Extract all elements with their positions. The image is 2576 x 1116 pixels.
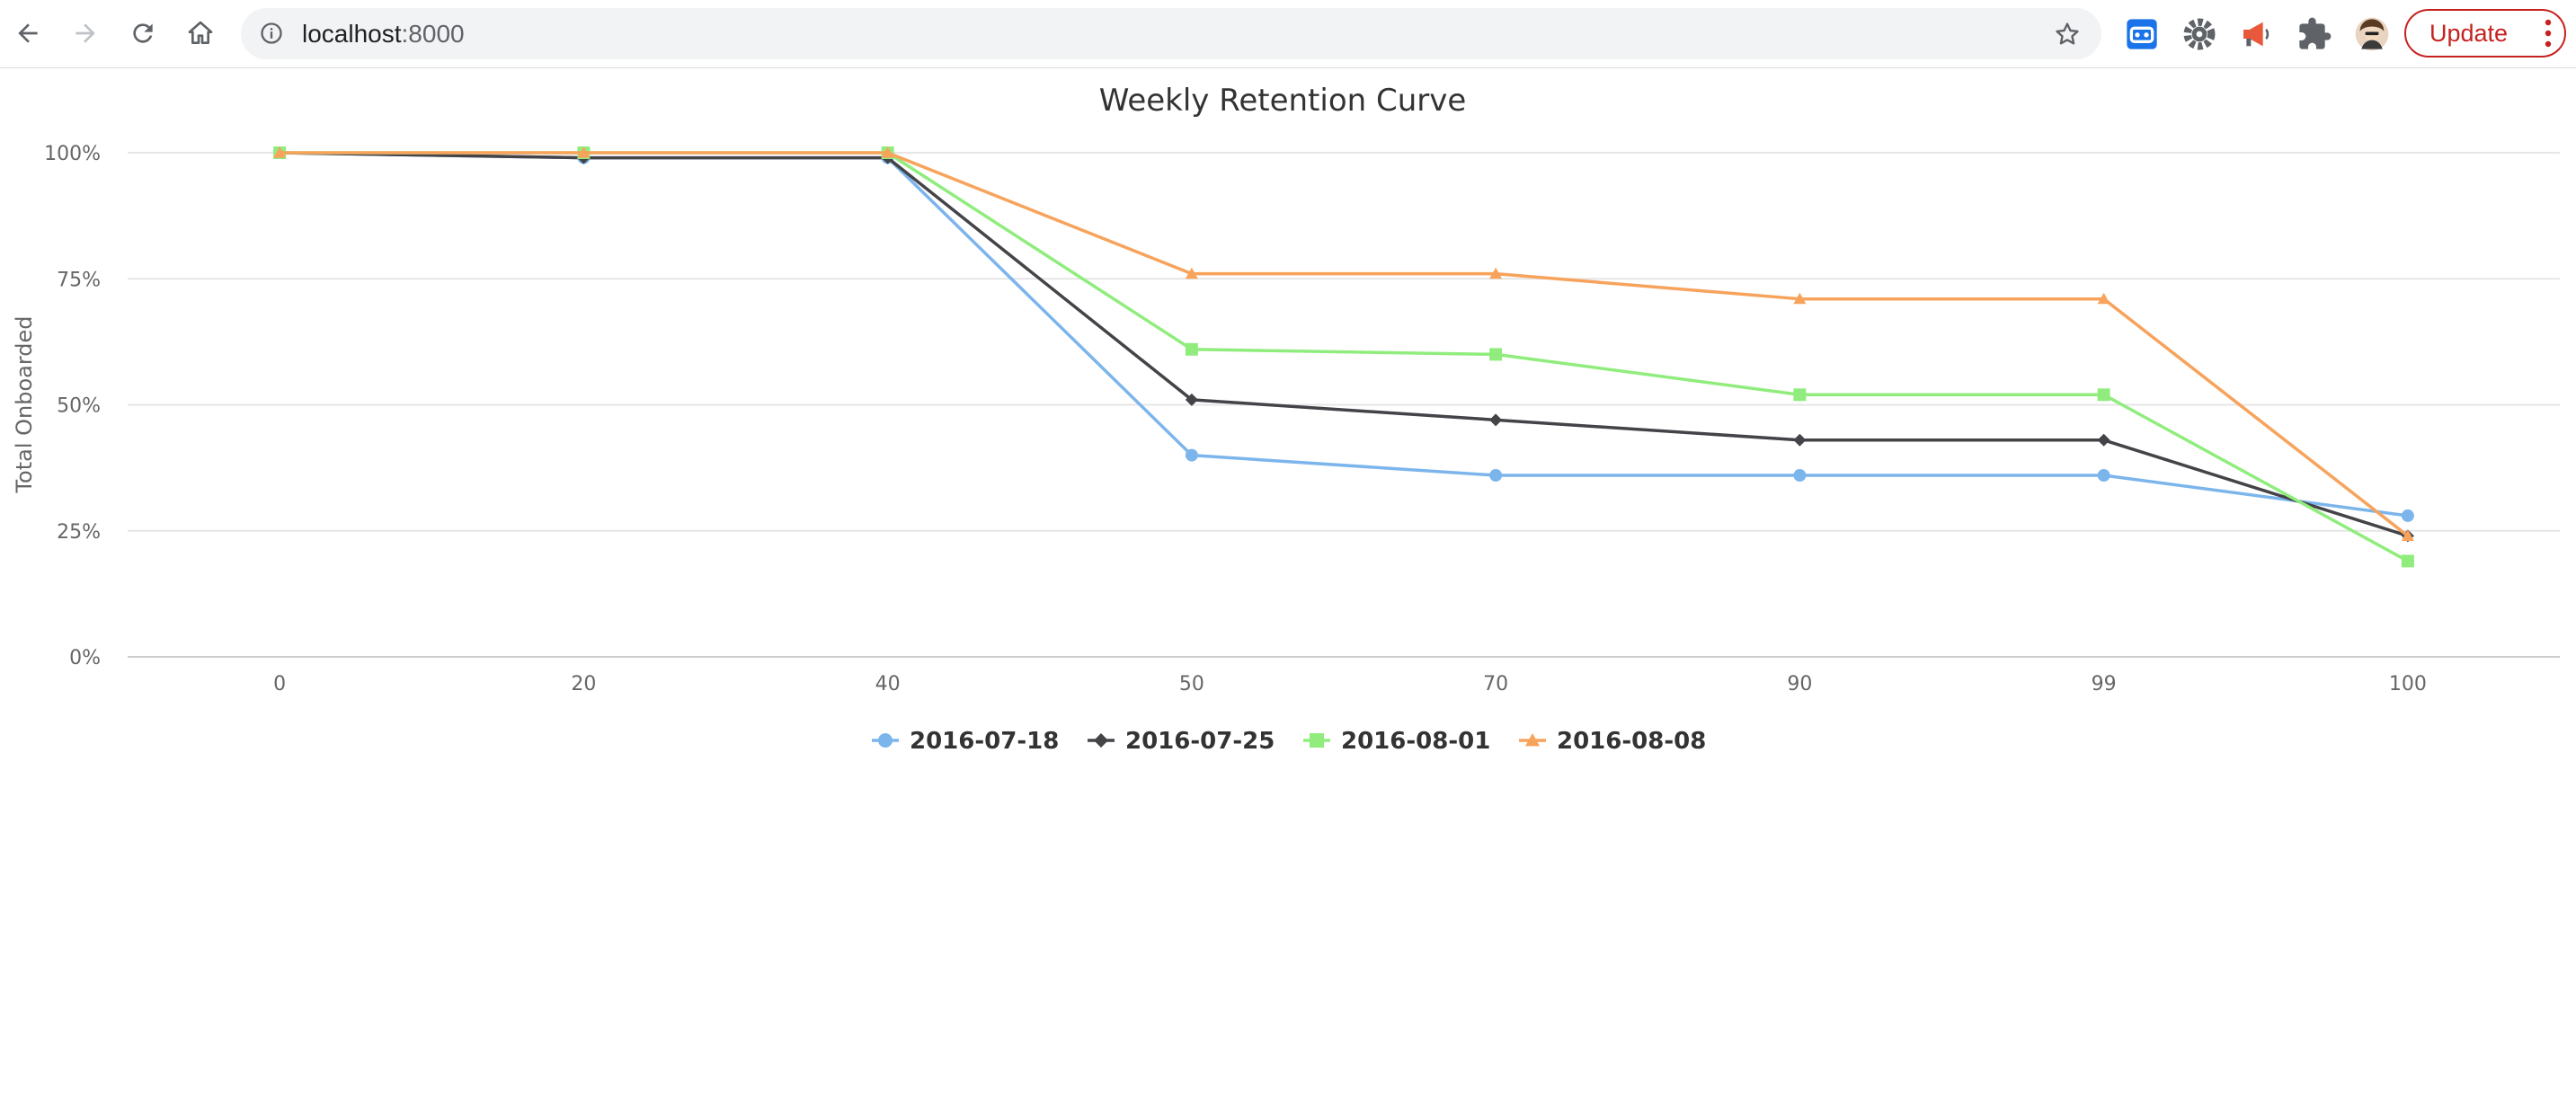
legend-item[interactable]: 2016-07-18 bbox=[872, 728, 1059, 755]
reload-button[interactable] bbox=[122, 13, 164, 54]
grid-lines bbox=[128, 152, 2560, 658]
legend-marker bbox=[878, 733, 893, 748]
series-2016-08-08 bbox=[273, 146, 2414, 541]
legend-marker bbox=[1310, 733, 1324, 748]
data-point[interactable] bbox=[2401, 509, 2414, 522]
home-button[interactable] bbox=[180, 13, 221, 54]
x-tick-label: 50 bbox=[1179, 673, 1204, 695]
series-2016-07-25 bbox=[273, 146, 2414, 543]
star-icon[interactable] bbox=[2053, 20, 2082, 49]
chart-title: Weekly Retention Curve bbox=[1099, 83, 1467, 119]
y-axis-ticks: 0% 25% 50% 75% 100% bbox=[44, 143, 101, 669]
forward-button[interactable] bbox=[65, 13, 106, 54]
data-point[interactable] bbox=[273, 146, 287, 158]
legend-label: 2016-08-08 bbox=[1557, 728, 1706, 755]
y-tick-label: 100% bbox=[44, 143, 101, 165]
legend-marker bbox=[1094, 733, 1108, 748]
x-tick-label: 0 bbox=[273, 673, 286, 695]
legend-label: 2016-07-18 bbox=[910, 728, 1059, 755]
x-tick-label: 20 bbox=[571, 673, 596, 695]
series-lines bbox=[273, 146, 2414, 568]
y-tick-label: 25% bbox=[57, 521, 101, 544]
data-point[interactable] bbox=[2401, 529, 2414, 541]
x-tick-label: 40 bbox=[875, 673, 901, 695]
legend-item[interactable]: 2016-07-25 bbox=[1088, 728, 1275, 755]
data-point[interactable] bbox=[1793, 433, 1807, 447]
data-point[interactable] bbox=[1185, 342, 1198, 356]
data-point[interactable] bbox=[881, 146, 894, 158]
legend-item[interactable]: 2016-08-08 bbox=[1519, 728, 1706, 755]
puzzle-icon[interactable] bbox=[2296, 16, 2332, 52]
series-line[interactable] bbox=[278, 151, 2410, 518]
data-point[interactable] bbox=[2097, 469, 2110, 483]
data-point[interactable] bbox=[1185, 267, 1198, 279]
series-line[interactable] bbox=[278, 151, 2410, 538]
info-icon[interactable] bbox=[259, 21, 284, 46]
series-2016-08-01 bbox=[273, 146, 2414, 568]
data-point[interactable] bbox=[1185, 448, 1198, 462]
more-menu-icon[interactable] bbox=[2545, 19, 2552, 48]
data-point[interactable] bbox=[2401, 554, 2414, 568]
legend-label: 2016-07-25 bbox=[1125, 728, 1275, 755]
data-point[interactable] bbox=[1793, 388, 1807, 402]
retention-chart: Weekly Retention Curve 0% 25% 50% 75% 100% 0… bbox=[12, 83, 2560, 755]
y-axis-label: Total Onboarded bbox=[12, 315, 37, 493]
x-tick-label: 99 bbox=[2092, 673, 2117, 695]
forward-icon bbox=[76, 23, 95, 43]
data-point[interactable] bbox=[1489, 413, 1503, 427]
data-point[interactable] bbox=[1793, 469, 1807, 483]
legend-marker bbox=[1525, 733, 1540, 747]
home-icon bbox=[188, 21, 213, 44]
data-point[interactable] bbox=[2097, 292, 2110, 305]
x-tick-label: 70 bbox=[1483, 673, 1508, 695]
data-point[interactable] bbox=[577, 146, 591, 158]
legend-item[interactable]: 2016-08-01 bbox=[1303, 728, 1490, 755]
x-tick-label: 100 bbox=[2389, 673, 2427, 695]
address-bar[interactable]: localhost:8000 bbox=[241, 8, 2101, 59]
browser-toolbar: localhost:8000 Update bbox=[0, 0, 2576, 68]
data-point[interactable] bbox=[2097, 388, 2110, 402]
y-tick-label: 75% bbox=[57, 269, 101, 291]
data-point[interactable] bbox=[1489, 469, 1503, 483]
megaphone-icon[interactable] bbox=[2239, 16, 2275, 52]
data-point[interactable] bbox=[1489, 267, 1503, 279]
url-text[interactable]: localhost:8000 bbox=[302, 8, 465, 59]
gear-extension-icon[interactable] bbox=[2181, 16, 2217, 52]
data-point[interactable] bbox=[1489, 348, 1503, 361]
data-point[interactable] bbox=[1793, 292, 1807, 305]
back-button[interactable] bbox=[7, 13, 49, 54]
x-axis-ticks: 0 20 40 50 70 90 99 100 bbox=[273, 673, 2427, 695]
legend: 2016-07-18 2016-07-25 2016-08-01 2016-08-08 bbox=[872, 728, 1706, 755]
url-port: :8000 bbox=[401, 20, 465, 48]
series-line[interactable] bbox=[278, 151, 2410, 563]
series-line[interactable] bbox=[278, 151, 2410, 538]
reload-icon bbox=[133, 23, 153, 43]
back-icon bbox=[18, 23, 38, 43]
profile-avatar[interactable] bbox=[2354, 16, 2390, 52]
url-host: localhost bbox=[302, 20, 402, 48]
data-point[interactable] bbox=[2097, 433, 2110, 447]
update-button[interactable]: Update bbox=[2404, 9, 2566, 58]
legend-label: 2016-08-01 bbox=[1341, 728, 1490, 755]
data-point[interactable] bbox=[1185, 393, 1198, 406]
extension-square-icon[interactable] bbox=[2124, 16, 2160, 52]
y-tick-label: 50% bbox=[57, 395, 101, 418]
x-tick-label: 90 bbox=[1787, 673, 1812, 695]
update-label: Update bbox=[2429, 20, 2509, 47]
y-tick-label: 0% bbox=[69, 647, 101, 669]
series-2016-07-18 bbox=[273, 146, 2414, 522]
